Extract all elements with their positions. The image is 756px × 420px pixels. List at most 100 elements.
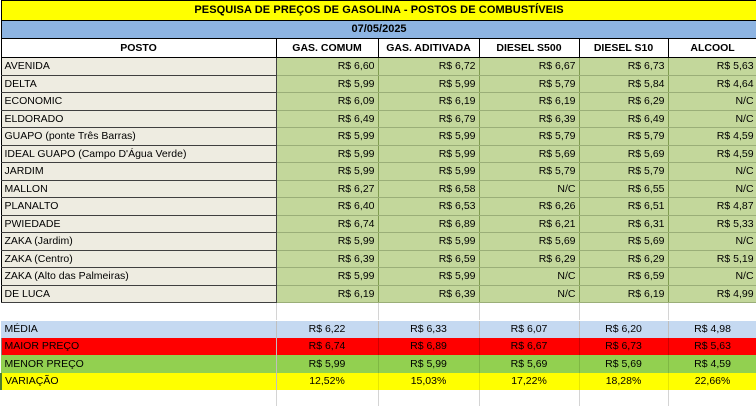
menor-gas-comum[interactable]: R$ 5,99 [275,355,379,373]
column-header-alcool[interactable]: ALCOOL [667,38,756,58]
maior-diesel-s10[interactable]: R$ 6,73 [578,337,669,355]
table-row[interactable]: IDEAL GUAPO (Campo D'Água Verde) R$ 5,99… [0,144,756,163]
price-gas-aditivada[interactable]: R$ 6,79 [377,109,480,128]
price-diesel-s10[interactable]: R$ 5,79 [578,127,669,146]
summary-row-variacao[interactable]: VARIAÇÃO 12,52% 15,03% 17,22% 18,28% 22,… [0,372,756,390]
summary-row-menor-preco[interactable]: MENOR PREÇO R$ 5,99 R$ 5,99 R$ 5,69 R$ 5… [0,355,756,373]
price-gas-aditivada[interactable]: R$ 6,39 [377,284,480,303]
station-name[interactable]: MALLON [0,179,277,198]
station-name[interactable]: JARDIM [0,162,277,181]
variacao-gas-aditivada[interactable]: 15,03% [377,372,480,390]
media-diesel-s10[interactable]: R$ 6,20 [578,320,669,338]
price-gas-aditivada[interactable]: R$ 6,59 [377,249,480,268]
price-diesel-s10[interactable]: R$ 6,29 [578,92,669,111]
price-gas-aditivada[interactable]: R$ 6,58 [377,179,480,198]
station-name[interactable]: ZAKA (Centro) [0,249,277,268]
station-name[interactable]: ZAKA (Alto das Palmeiras) [0,267,277,286]
price-diesel-s10[interactable]: R$ 6,31 [578,214,669,233]
station-name[interactable]: ELDORADO [0,109,277,128]
table-row[interactable]: ZAKA (Jardim) R$ 5,99 R$ 5,99 R$ 5,69 R$… [0,232,756,251]
maior-gas-aditivada[interactable]: R$ 6,89 [377,337,480,355]
price-diesel-s500[interactable]: R$ 5,79 [478,162,580,181]
price-alcool[interactable]: N/C [667,179,756,198]
price-diesel-s500[interactable]: R$ 5,79 [478,74,580,93]
maior-alcool[interactable]: R$ 5,63 [667,337,756,355]
table-row[interactable]: DE LUCA R$ 6,19 R$ 6,39 N/C R$ 6,19 R$ 4… [0,284,756,303]
price-alcool[interactable]: R$ 4,59 [667,144,756,163]
price-gas-aditivada[interactable]: R$ 5,99 [377,267,480,286]
price-diesel-s10[interactable]: R$ 5,69 [578,144,669,163]
variacao-gas-comum[interactable]: 12,52% [275,372,379,390]
table-row[interactable]: GUAPO (ponte Três Barras) R$ 5,99 R$ 5,9… [0,127,756,146]
price-gas-comum[interactable]: R$ 5,99 [275,144,379,163]
station-name[interactable]: GUAPO (ponte Três Barras) [0,127,277,146]
column-header-diesel-s500[interactable]: DIESEL S500 [478,38,580,58]
price-diesel-s500[interactable]: R$ 5,69 [478,232,580,251]
table-row[interactable]: ELDORADO R$ 6,49 R$ 6,79 R$ 6,39 R$ 6,49… [0,109,756,128]
price-diesel-s10[interactable]: R$ 6,29 [578,249,669,268]
station-name[interactable]: ZAKA (Jardim) [0,232,277,251]
menor-alcool[interactable]: R$ 4,59 [667,355,756,373]
station-name[interactable]: DE LUCA [0,284,277,303]
price-alcool[interactable]: N/C [667,232,756,251]
price-gas-comum[interactable]: R$ 5,99 [275,162,379,181]
price-diesel-s500[interactable]: R$ 5,79 [478,127,580,146]
summary-row-maior-preco[interactable]: MAIOR PREÇO R$ 6,74 R$ 6,89 R$ 6,67 R$ 6… [0,337,756,355]
price-diesel-s500[interactable]: N/C [478,179,580,198]
price-gas-comum[interactable]: R$ 6,27 [275,179,379,198]
price-alcool[interactable]: N/C [667,162,756,181]
price-alcool[interactable]: N/C [667,92,756,111]
media-alcool[interactable]: R$ 4,98 [667,320,756,338]
table-row[interactable]: ECONOMIC R$ 6,09 R$ 6,19 R$ 6,19 R$ 6,29… [0,92,756,111]
station-name[interactable]: IDEAL GUAPO (Campo D'Água Verde) [0,144,277,163]
table-row[interactable]: JARDIM R$ 5,99 R$ 5,99 R$ 5,79 R$ 5,79 N… [0,162,756,181]
price-gas-comum[interactable]: R$ 6,60 [275,57,379,76]
price-diesel-s500[interactable]: R$ 5,69 [478,144,580,163]
price-gas-comum[interactable]: R$ 6,09 [275,92,379,111]
price-gas-aditivada[interactable]: R$ 5,99 [377,232,480,251]
price-gas-aditivada[interactable]: R$ 6,53 [377,197,480,216]
price-diesel-s10[interactable]: R$ 5,79 [578,162,669,181]
table-row[interactable]: DELTA R$ 5,99 R$ 5,99 R$ 5,79 R$ 5,84 R$… [0,74,756,93]
menor-diesel-s10[interactable]: R$ 5,69 [578,355,669,373]
price-alcool[interactable]: R$ 5,63 [667,57,756,76]
price-diesel-s500[interactable]: R$ 6,67 [478,57,580,76]
summary-row-media[interactable]: MÉDIA R$ 6,22 R$ 6,33 R$ 6,07 R$ 6,20 R$… [0,320,756,338]
column-header-posto[interactable]: POSTO [0,38,277,58]
table-row[interactable]: ZAKA (Alto das Palmeiras) R$ 5,99 R$ 5,9… [0,267,756,286]
maior-gas-comum[interactable]: R$ 6,74 [275,337,379,355]
price-gas-aditivada[interactable]: R$ 6,72 [377,57,480,76]
menor-diesel-s500[interactable]: R$ 5,69 [478,355,580,373]
variacao-diesel-s10[interactable]: 18,28% [578,372,669,390]
column-header-diesel-s10[interactable]: DIESEL S10 [578,38,669,58]
price-diesel-s10[interactable]: R$ 6,19 [578,284,669,303]
price-gas-aditivada[interactable]: R$ 5,99 [377,74,480,93]
price-diesel-s500[interactable]: R$ 6,19 [478,92,580,111]
price-diesel-s10[interactable]: R$ 5,84 [578,74,669,93]
price-gas-aditivada[interactable]: R$ 6,19 [377,92,480,111]
price-gas-aditivada[interactable]: R$ 6,89 [377,214,480,233]
table-row[interactable]: ZAKA (Centro) R$ 6,39 R$ 6,59 R$ 6,29 R$… [0,249,756,268]
maior-diesel-s500[interactable]: R$ 6,67 [478,337,580,355]
price-diesel-s10[interactable]: R$ 6,73 [578,57,669,76]
price-gas-comum[interactable]: R$ 6,74 [275,214,379,233]
media-gas-comum[interactable]: R$ 6,22 [275,320,379,338]
price-gas-comum[interactable]: R$ 5,99 [275,74,379,93]
price-diesel-s500[interactable]: R$ 6,29 [478,249,580,268]
media-diesel-s500[interactable]: R$ 6,07 [478,320,580,338]
menor-gas-aditivada[interactable]: R$ 5,99 [377,355,480,373]
price-gas-aditivada[interactable]: R$ 5,99 [377,127,480,146]
column-header-gas-comum[interactable]: GAS. COMUM [275,38,379,58]
price-alcool[interactable]: R$ 4,59 [667,127,756,146]
price-alcool[interactable]: R$ 5,33 [667,214,756,233]
price-alcool[interactable]: R$ 4,87 [667,197,756,216]
price-diesel-s10[interactable]: R$ 6,59 [578,267,669,286]
price-diesel-s500[interactable]: N/C [478,267,580,286]
price-diesel-s10[interactable]: R$ 6,55 [578,179,669,198]
column-header-gas-aditivada[interactable]: GAS. ADITIVADA [377,38,480,58]
price-diesel-s500[interactable]: R$ 6,26 [478,197,580,216]
price-gas-aditivada[interactable]: R$ 5,99 [377,144,480,163]
station-name[interactable]: ECONOMIC [0,92,277,111]
table-row[interactable]: MALLON R$ 6,27 R$ 6,58 N/C R$ 6,55 N/C [0,179,756,198]
station-name[interactable]: AVENIDA [0,57,277,76]
